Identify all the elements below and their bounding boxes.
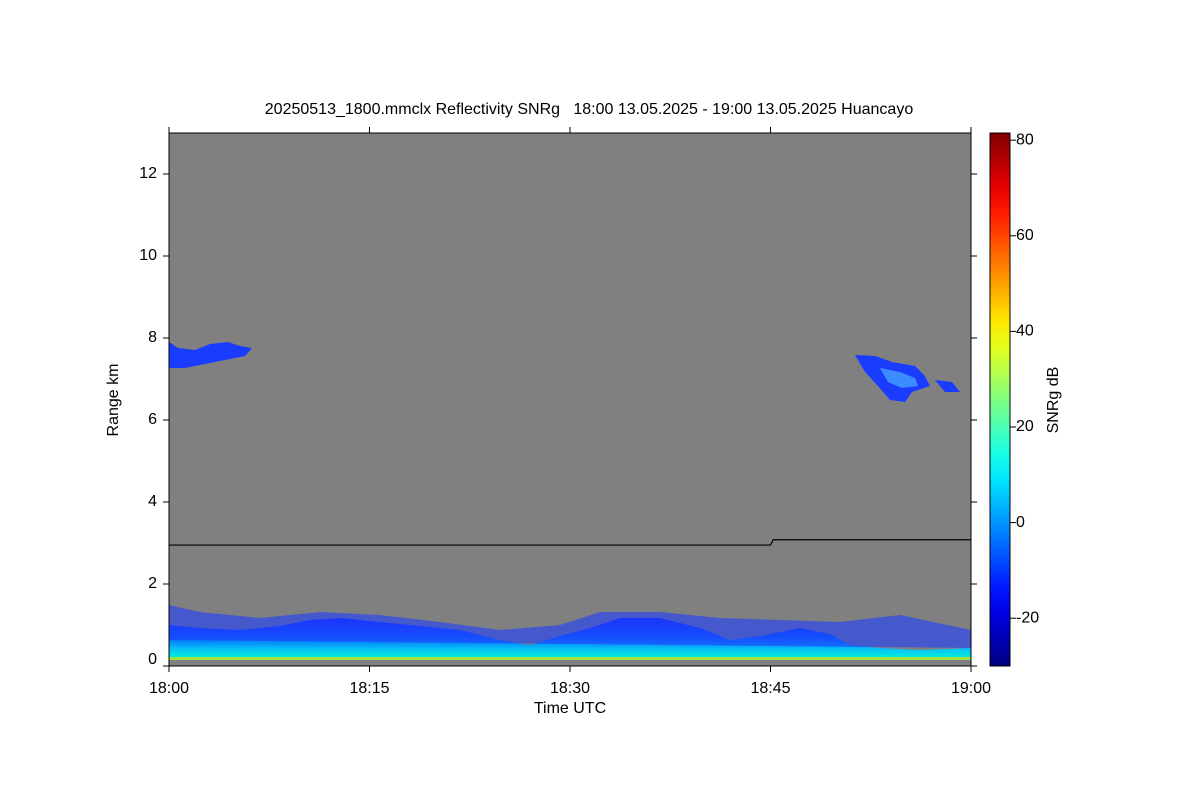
y-tick-label: 2 [148, 575, 157, 592]
x-tick-label: 19:00 [951, 680, 991, 697]
echo-surface [169, 657, 971, 660]
colorbar-tick-label: 40 [1016, 323, 1034, 340]
chart-title: 20250513_1800.mmclx Reflectivity SNRg 18… [265, 101, 914, 118]
x-axis-label: Time UTC [534, 700, 606, 717]
echo-cloud-right-core [880, 368, 918, 388]
colorbar [989, 132, 1011, 667]
x-tick-label: 18:00 [149, 680, 189, 697]
y-tick-label: 4 [148, 493, 157, 510]
colorbar-tick-label: 20 [1016, 418, 1034, 435]
colorbar-tick-label: 80 [1016, 131, 1034, 148]
colorbar-tick-label: 60 [1016, 227, 1034, 244]
x-tick-label: 18:45 [750, 680, 790, 697]
echoes [169, 342, 971, 660]
plot-background [169, 133, 971, 666]
colorbar-tick-label: -20 [1016, 609, 1039, 626]
colorbar-label: SNRg dB [1045, 367, 1062, 434]
x-tick-label: 18:15 [349, 680, 389, 697]
y-tick-label: 8 [148, 329, 157, 346]
y-tick-label: 10 [139, 247, 157, 264]
y-axis-label: Range km [105, 364, 122, 437]
y-tick-label: 12 [139, 165, 157, 182]
y-tick-label: 6 [148, 411, 157, 428]
colorbar-tick-label: 0 [1016, 514, 1025, 531]
y-tick-label: 0 [148, 651, 157, 668]
x-tick-label: 18:30 [550, 680, 590, 697]
line [169, 539, 971, 546]
echo-ground-speckle [169, 605, 971, 648]
echo-cloud-left [169, 342, 252, 368]
